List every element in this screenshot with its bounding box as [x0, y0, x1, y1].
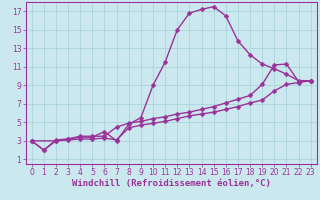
X-axis label: Windchill (Refroidissement éolien,°C): Windchill (Refroidissement éolien,°C) — [72, 179, 271, 188]
